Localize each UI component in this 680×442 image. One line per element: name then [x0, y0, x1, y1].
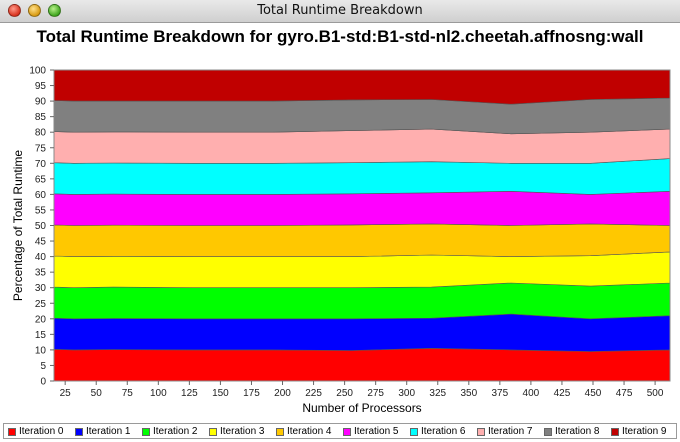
legend-item-9: Iteration 9	[611, 426, 666, 437]
y-tick-label: 15	[35, 330, 47, 341]
legend-swatch	[209, 427, 217, 436]
area-series-6	[53, 158, 671, 195]
x-tick-label: 275	[367, 388, 384, 399]
y-tick-label: 5	[40, 361, 46, 372]
legend-item-0: Iteration 0	[8, 426, 63, 437]
x-tick-label: 50	[91, 388, 103, 399]
x-tick-label: 125	[181, 388, 198, 399]
x-tick-label: 300	[398, 388, 415, 399]
x-tick-label: 150	[212, 388, 229, 399]
chart-title: Total Runtime Breakdown for gyro.B1-std:…	[36, 27, 644, 46]
legend-item-2: Iteration 2	[142, 426, 197, 437]
legend-item-7: Iteration 7	[477, 426, 532, 437]
x-tick-label: 350	[460, 388, 477, 399]
legend-label: Iteration 4	[287, 426, 332, 437]
legend-label: Iteration 5	[354, 426, 399, 437]
x-tick-label: 425	[554, 388, 571, 399]
y-tick-label: 80	[35, 128, 47, 139]
close-button[interactable]	[8, 4, 21, 17]
y-tick-label: 60	[35, 190, 47, 201]
y-tick-label: 35	[35, 268, 47, 279]
x-tick-label: 75	[122, 388, 134, 399]
legend-swatch	[8, 427, 16, 436]
legend-label: Iteration 9	[622, 426, 667, 437]
y-tick-label: 40	[35, 252, 47, 263]
x-tick-label: 175	[243, 388, 260, 399]
legend-item-4: Iteration 4	[276, 426, 331, 437]
area-series-4	[53, 223, 671, 257]
legend-label: Iteration 0	[19, 426, 64, 437]
y-tick-label: 90	[35, 97, 47, 108]
y-tick-label: 45	[35, 237, 47, 248]
y-tick-label: 95	[35, 81, 47, 92]
legend-swatch	[142, 427, 150, 436]
legend-swatch	[477, 427, 485, 436]
x-axis-label: Number of Processors	[302, 401, 421, 415]
x-tick-label: 400	[523, 388, 540, 399]
x-tick-label: 25	[60, 388, 72, 399]
title-bar[interactable]: Total Runtime Breakdown	[0, 0, 680, 23]
legend-label: Iteration 1	[86, 426, 131, 437]
legend-label: Iteration 8	[555, 426, 600, 437]
legend-item-5: Iteration 5	[343, 426, 398, 437]
x-tick-label: 325	[429, 388, 446, 399]
area-series-7	[53, 128, 671, 164]
legend-label: Iteration 6	[421, 426, 466, 437]
y-tick-label: 85	[35, 112, 47, 123]
legend-swatch	[410, 427, 418, 436]
x-tick-label: 375	[492, 388, 509, 399]
legend-swatch	[611, 427, 619, 436]
area-series-2	[53, 282, 671, 320]
y-axis-label: Percentage of Total Runtime	[11, 150, 25, 302]
y-tick-label: 50	[35, 221, 47, 232]
chart-legend: Iteration 0 Iteration 1 Iteration 2 Iterati…	[3, 423, 677, 439]
legend-swatch	[343, 427, 351, 436]
y-tick-label: 65	[35, 174, 47, 185]
y-tick-label: 70	[35, 159, 47, 170]
x-tick-label: 250	[336, 388, 353, 399]
y-tick-label: 55	[35, 205, 47, 216]
legend-label: Iteration 2	[153, 426, 198, 437]
legend-item-6: Iteration 6	[410, 426, 465, 437]
legend-item-3: Iteration 3	[209, 426, 264, 437]
legend-swatch	[276, 427, 284, 436]
y-tick-label: 100	[29, 66, 46, 77]
legend-item-8: Iteration 8	[544, 426, 599, 437]
legend-swatch	[544, 427, 552, 436]
zoom-button[interactable]	[48, 4, 61, 17]
legend-item-1: Iteration 1	[75, 426, 130, 437]
y-tick-label: 25	[35, 299, 47, 310]
area-series-8	[53, 97, 671, 135]
area-series-1	[53, 313, 671, 352]
y-tick-label: 30	[35, 283, 47, 294]
x-tick-label: 200	[274, 388, 291, 399]
legend-swatch	[75, 427, 83, 436]
minimize-button[interactable]	[28, 4, 41, 17]
y-tick-label: 75	[35, 143, 47, 154]
legend-label: Iteration 3	[220, 426, 265, 437]
y-tick-label: 20	[35, 314, 47, 325]
area-series-3	[53, 251, 671, 288]
legend-label: Iteration 7	[488, 426, 533, 437]
x-tick-label: 500	[647, 388, 664, 399]
y-tick-label: 10	[35, 345, 47, 356]
x-tick-label: 475	[616, 388, 633, 399]
x-tick-label: 225	[305, 388, 322, 399]
y-tick-label: 0	[40, 377, 46, 388]
area-series-9	[53, 69, 671, 105]
area-series-5	[53, 191, 671, 226]
x-tick-label: 450	[585, 388, 602, 399]
window-title: Total Runtime Breakdown	[257, 3, 423, 18]
x-tick-label: 100	[150, 388, 167, 399]
area-series-0	[53, 348, 671, 382]
